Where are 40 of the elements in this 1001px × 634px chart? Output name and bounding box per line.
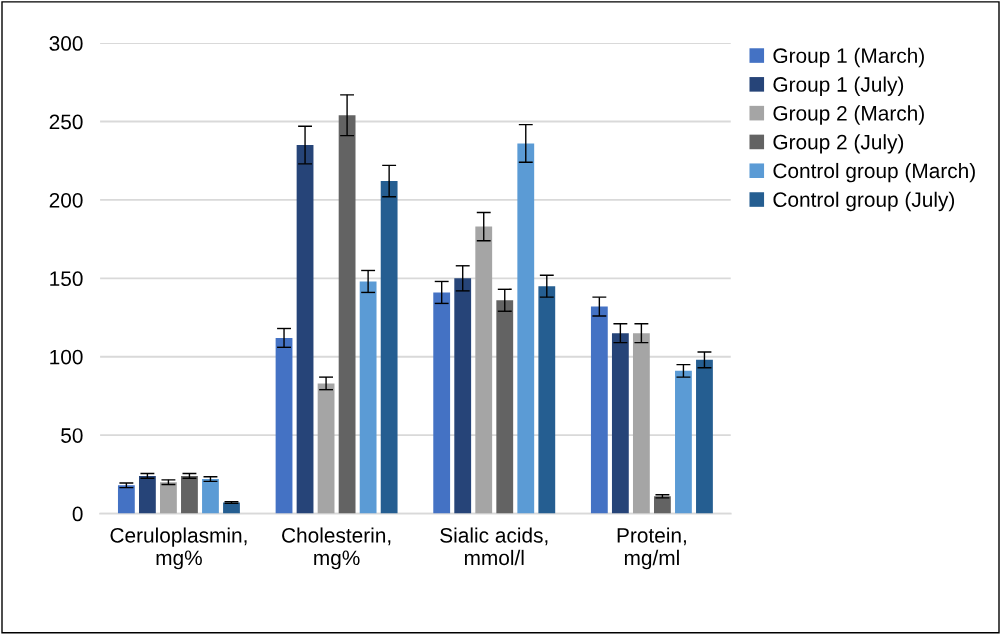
legend-label: Control group (July) bbox=[773, 191, 955, 212]
y-tick-label: 0 bbox=[72, 506, 83, 522]
y-tick-label: 50 bbox=[61, 428, 83, 443]
bar bbox=[317, 383, 335, 514]
x-tick-label: Sialic acids, mmol/l bbox=[440, 527, 548, 566]
bar bbox=[590, 306, 608, 514]
y-tick-label: 200 bbox=[49, 192, 83, 208]
bar bbox=[380, 181, 398, 514]
bar bbox=[611, 333, 629, 514]
y-tick-label: 150 bbox=[50, 271, 83, 287]
bar bbox=[433, 292, 451, 514]
bar bbox=[496, 300, 514, 514]
legend-label: Group 2 (July) bbox=[773, 134, 904, 154]
bar bbox=[202, 479, 219, 514]
y-tick-label: 100 bbox=[50, 349, 83, 365]
bar bbox=[160, 482, 177, 514]
bar bbox=[117, 485, 135, 514]
bar bbox=[359, 281, 377, 514]
legend-label: Group 1 (July) bbox=[773, 76, 904, 96]
legend-label: Control group (March) bbox=[773, 162, 975, 183]
bar bbox=[654, 496, 671, 514]
bar bbox=[475, 226, 493, 514]
bar bbox=[338, 115, 356, 514]
bar bbox=[538, 286, 556, 514]
legend-label: Group 1 (March) bbox=[773, 47, 924, 68]
x-tick-label: Protein, mg/ml bbox=[617, 527, 686, 570]
bar bbox=[632, 333, 650, 514]
y-tick-label: 300 bbox=[49, 36, 83, 51]
x-tick-label: Ceruloplasmin, mg% bbox=[110, 527, 247, 570]
bar bbox=[275, 337, 293, 514]
x-tick-label: Cholesterin, mg% bbox=[282, 527, 391, 570]
bar bbox=[696, 359, 713, 514]
bar bbox=[138, 475, 156, 514]
bar bbox=[181, 475, 198, 514]
bar bbox=[296, 145, 314, 514]
bar bbox=[454, 278, 472, 514]
bar bbox=[517, 143, 535, 514]
y-tick-label: 250 bbox=[49, 114, 83, 130]
legend-label: Group 2 (March) bbox=[773, 105, 924, 125]
bar bbox=[675, 370, 692, 514]
